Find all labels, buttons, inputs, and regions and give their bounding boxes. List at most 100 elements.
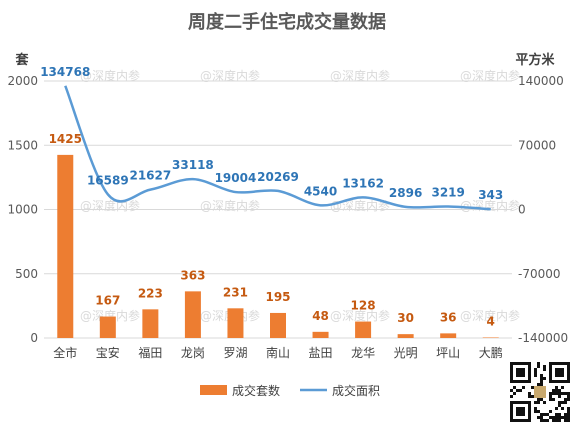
category-label: 龙华 (351, 346, 375, 360)
qr-module (555, 407, 558, 410)
watermark-text: @深度内参 (460, 68, 520, 83)
left-tick-label: 2000 (7, 74, 38, 88)
qr-module (543, 377, 546, 380)
qr-module (540, 413, 543, 416)
qr-module (558, 395, 561, 398)
qr-module (510, 395, 513, 398)
qr-module (564, 392, 567, 395)
qr-module (555, 389, 558, 392)
bar (397, 334, 414, 338)
qr-module (534, 371, 537, 374)
left-tick-label: 1500 (7, 138, 38, 152)
bar (227, 308, 244, 338)
line-data-label: 33118 (172, 158, 214, 172)
qr-module (540, 419, 543, 422)
bar (270, 312, 286, 338)
watermark-text: @深度内参 (80, 308, 140, 323)
line-data-label: 19004 (215, 171, 257, 185)
qr-module (537, 362, 540, 365)
qr-module (531, 395, 534, 398)
qr-module (534, 407, 537, 410)
qr-module (537, 416, 540, 419)
category-label: 盐田 (309, 346, 333, 360)
watermark-text: @深度内参 (200, 68, 260, 83)
qr-module (555, 392, 558, 395)
qr-module (543, 368, 546, 371)
qr-module (552, 398, 555, 401)
qr-center-logo (534, 386, 546, 398)
category-label: 宝安 (96, 345, 120, 360)
qr-module (537, 383, 540, 386)
qr-module (543, 413, 546, 416)
category-label: 光明 (394, 346, 418, 360)
line-data-label: 4540 (304, 184, 337, 198)
qr-module (564, 401, 567, 404)
watermark-text: @深度内参 (330, 308, 390, 323)
qr-module (552, 392, 555, 395)
qr-module (540, 374, 543, 377)
bar-data-label: 363 (180, 268, 205, 282)
qr-module (540, 416, 543, 419)
qr-module (552, 416, 555, 419)
qr-module (549, 416, 552, 419)
qr-module (549, 392, 552, 395)
left-tick-label: 0 (30, 331, 38, 345)
bar (57, 154, 74, 338)
qr-module (555, 419, 558, 422)
bar (355, 321, 372, 338)
qr-code-image (508, 360, 572, 424)
left-axis-unit: 套 (14, 52, 29, 68)
legend-bar-swatch (200, 385, 227, 395)
qr-module (510, 389, 513, 392)
watermark-text: @深度内参 (200, 198, 260, 213)
category-label: 坪山 (436, 346, 460, 360)
legend-line-label: 成交面积 (332, 383, 380, 398)
bar-data-label: 4 (487, 314, 495, 328)
line-data-label: 21627 (129, 169, 171, 183)
category-label: 罗湖 (223, 345, 247, 360)
left-tick-label: 500 (15, 267, 38, 281)
category-label: 福田 (138, 345, 162, 360)
qr-module (534, 368, 537, 371)
qr-module (513, 386, 516, 389)
bar (99, 316, 116, 338)
qr-module (558, 419, 561, 422)
qr-module (561, 416, 564, 419)
right-tick-label: -70000 (518, 267, 561, 281)
qr-module (543, 419, 546, 422)
bar-data-label: 1425 (49, 132, 82, 146)
chart-title: 周度二手住宅成交量数据 (188, 11, 386, 33)
category-label: 大鹏 (479, 346, 503, 360)
qr-module (555, 386, 558, 389)
bar-data-label: 223 (138, 286, 163, 300)
qr-module (534, 374, 537, 377)
qr-module (537, 398, 540, 401)
watermark-text: @深度内参 (80, 198, 140, 213)
line-data-label: 3219 (431, 186, 464, 200)
axis-tick-labels: 0 500 1000 1500 2000 -140000 -70000 0 70000 14000… (7, 74, 568, 360)
qr-module (564, 413, 567, 416)
qr-module (522, 386, 525, 389)
qr-finder-core (555, 368, 564, 377)
qr-module (561, 407, 564, 410)
line-data-label: 20269 (257, 170, 299, 184)
qr-module (528, 395, 531, 398)
watermark-text: @深度内参 (460, 308, 520, 323)
qr-module (519, 389, 522, 392)
qr-module (552, 389, 555, 392)
line-data-label: 343 (478, 188, 503, 202)
bar-data-label: 48 (312, 309, 329, 323)
qr-module (564, 419, 567, 422)
qr-module (558, 404, 561, 407)
qr-module (558, 401, 561, 404)
line-data-label: 16589 (87, 173, 129, 187)
bar-data-label: 128 (351, 299, 376, 313)
line-data-label: 134768 (40, 65, 90, 79)
watermark-text: @深度内参 (80, 68, 140, 83)
qr-module (534, 410, 537, 413)
qr-module (567, 410, 570, 413)
qr-module (558, 416, 561, 419)
